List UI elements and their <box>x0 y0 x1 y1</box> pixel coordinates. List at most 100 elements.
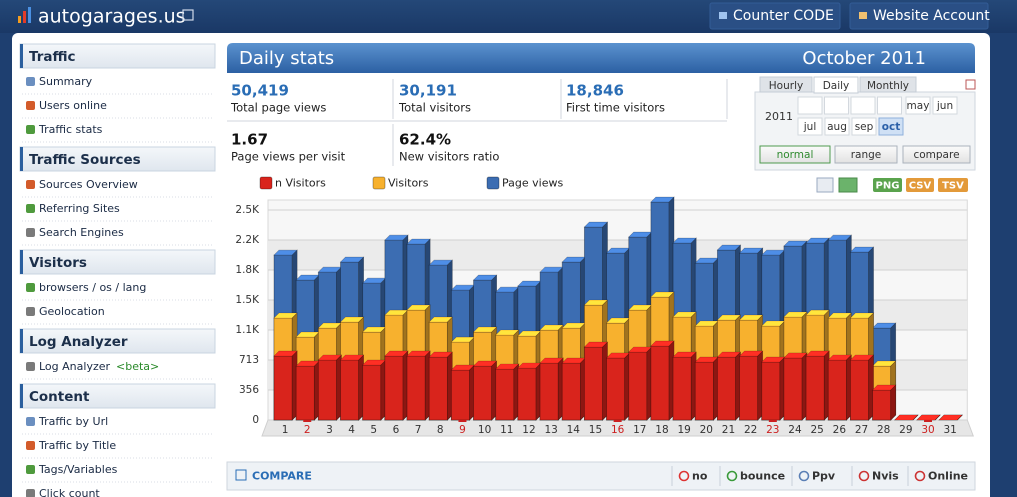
calendar-month[interactable] <box>824 117 850 136</box>
nav-item[interactable]: Sources Overview <box>39 178 138 191</box>
calendar-month[interactable] <box>878 117 904 136</box>
x-tick-label: 21 <box>722 424 735 436</box>
item-icon <box>26 204 35 213</box>
export-label[interactable]: CSV <box>909 181 932 192</box>
x-tick-label: 9 <box>459 424 466 436</box>
footer-option[interactable]: Nvis <box>872 470 899 483</box>
nav-item[interactable]: Summary <box>39 75 93 88</box>
calendar-month[interactable] <box>905 96 931 115</box>
nav-item[interactable]: Click count <box>39 487 100 497</box>
nav-item[interactable]: Tags/Variables <box>38 463 118 476</box>
bar <box>340 359 360 421</box>
x-tick-label: 16 <box>611 424 625 436</box>
mode-button[interactable] <box>902 145 971 164</box>
x-tick-label: 28 <box>877 424 890 436</box>
chart-type-icon[interactable] <box>816 177 834 193</box>
mode-button[interactable] <box>759 145 831 164</box>
nav-item[interactable]: Log Analyzer <box>39 360 110 373</box>
item-icon <box>26 307 35 316</box>
nav-item[interactable]: Traffic by Title <box>38 439 116 452</box>
bar <box>406 355 426 421</box>
export-label[interactable]: TSV <box>942 181 964 192</box>
calendar-month-label[interactable]: may <box>907 100 930 112</box>
nav-item[interactable]: Traffic by Url <box>38 415 108 428</box>
calendar-month[interactable] <box>797 117 823 136</box>
calendar-month-label[interactable]: jul <box>803 121 817 133</box>
x-tick-label: 17 <box>633 424 646 436</box>
nav-item[interactable]: browsers / os / lang <box>39 281 146 294</box>
calendar-month[interactable] <box>932 96 958 115</box>
y-tick-label: 2.2K <box>235 234 260 246</box>
calendar-month-label[interactable]: oct <box>882 121 900 133</box>
calendar-cell-empty <box>850 96 876 115</box>
legend-label[interactable]: Page views <box>502 177 563 190</box>
x-tick-label: 8 <box>437 424 444 436</box>
export-button[interactable] <box>873 178 902 192</box>
calendar-month-label[interactable]: aug <box>827 121 847 133</box>
legend-label[interactable]: Visitors <box>388 177 429 190</box>
nav-item[interactable]: Traffic stats <box>38 123 103 136</box>
x-tick-label: 10 <box>478 424 491 436</box>
export-button[interactable] <box>938 178 968 192</box>
bar <box>362 364 382 421</box>
calendar-month[interactable] <box>851 117 877 136</box>
bar <box>739 355 759 421</box>
calendar-tab-label[interactable]: Daily <box>823 80 850 92</box>
stat-value: 30,191 <box>399 82 457 100</box>
stat-label: First time visitors <box>566 101 665 115</box>
nav-item[interactable]: Geolocation <box>39 305 105 318</box>
item-icon <box>26 125 35 134</box>
export-label[interactable]: PNG <box>876 181 900 192</box>
nav-item[interactable]: Users online <box>39 99 107 112</box>
legend-swatch[interactable] <box>372 176 386 190</box>
external-link-icon[interactable] <box>182 9 194 21</box>
footer-option[interactable]: Online <box>928 470 968 483</box>
footer-option[interactable]: Ppv <box>812 470 836 483</box>
stat-label: New visitors ratio <box>399 150 499 164</box>
bar <box>783 357 803 421</box>
chart-type-icon[interactable] <box>838 177 858 193</box>
calendar-tab[interactable] <box>859 76 917 93</box>
mode-button[interactable] <box>834 145 898 164</box>
calendar-tab-label[interactable]: Hourly <box>769 80 803 92</box>
x-tick-label: 4 <box>348 424 355 436</box>
item-icon <box>26 180 35 189</box>
y-tick-label: 1.8K <box>235 264 260 276</box>
bar <box>761 361 781 421</box>
nav-item[interactable]: Search Engines <box>39 226 124 239</box>
nav-item[interactable]: Referring Sites <box>39 202 120 215</box>
x-tick-label: 5 <box>370 424 377 436</box>
legend-swatch[interactable] <box>259 176 273 190</box>
mode-button-label[interactable]: range <box>851 149 882 161</box>
button-icon <box>859 12 867 19</box>
compare-label[interactable]: COMPARE <box>252 470 312 483</box>
item-icon <box>26 283 35 292</box>
legend-swatch[interactable] <box>486 176 500 190</box>
calendar-tab-label[interactable]: Monthly <box>867 80 909 92</box>
footer-option[interactable]: bounce <box>740 470 785 483</box>
bar <box>473 365 493 421</box>
bar <box>628 351 648 421</box>
calendar-month-label[interactable]: sep <box>855 121 874 133</box>
legend-label[interactable]: n Visitors <box>275 177 326 190</box>
bar <box>428 356 448 421</box>
x-tick-label: 25 <box>810 424 823 436</box>
calendar-tab[interactable] <box>813 76 859 94</box>
item-icon <box>26 362 35 371</box>
calendar-tab[interactable] <box>759 76 813 93</box>
bar-side <box>890 384 897 421</box>
mode-button-label[interactable]: compare <box>913 149 959 161</box>
header-button[interactable] <box>709 2 841 30</box>
footer-option[interactable]: no <box>692 470 708 483</box>
y-tick-label: 1.5K <box>235 294 260 306</box>
header-button-label[interactable]: Counter CODE <box>733 8 834 24</box>
mode-button-label[interactable]: normal <box>777 149 814 161</box>
calendar-month-label[interactable]: jun <box>936 100 953 112</box>
logo-icon <box>18 7 31 23</box>
header-button[interactable] <box>849 2 989 30</box>
header-button-label[interactable]: Website Account <box>873 8 990 24</box>
export-button[interactable] <box>906 178 934 192</box>
site-name[interactable]: autogarages.us <box>38 6 186 28</box>
